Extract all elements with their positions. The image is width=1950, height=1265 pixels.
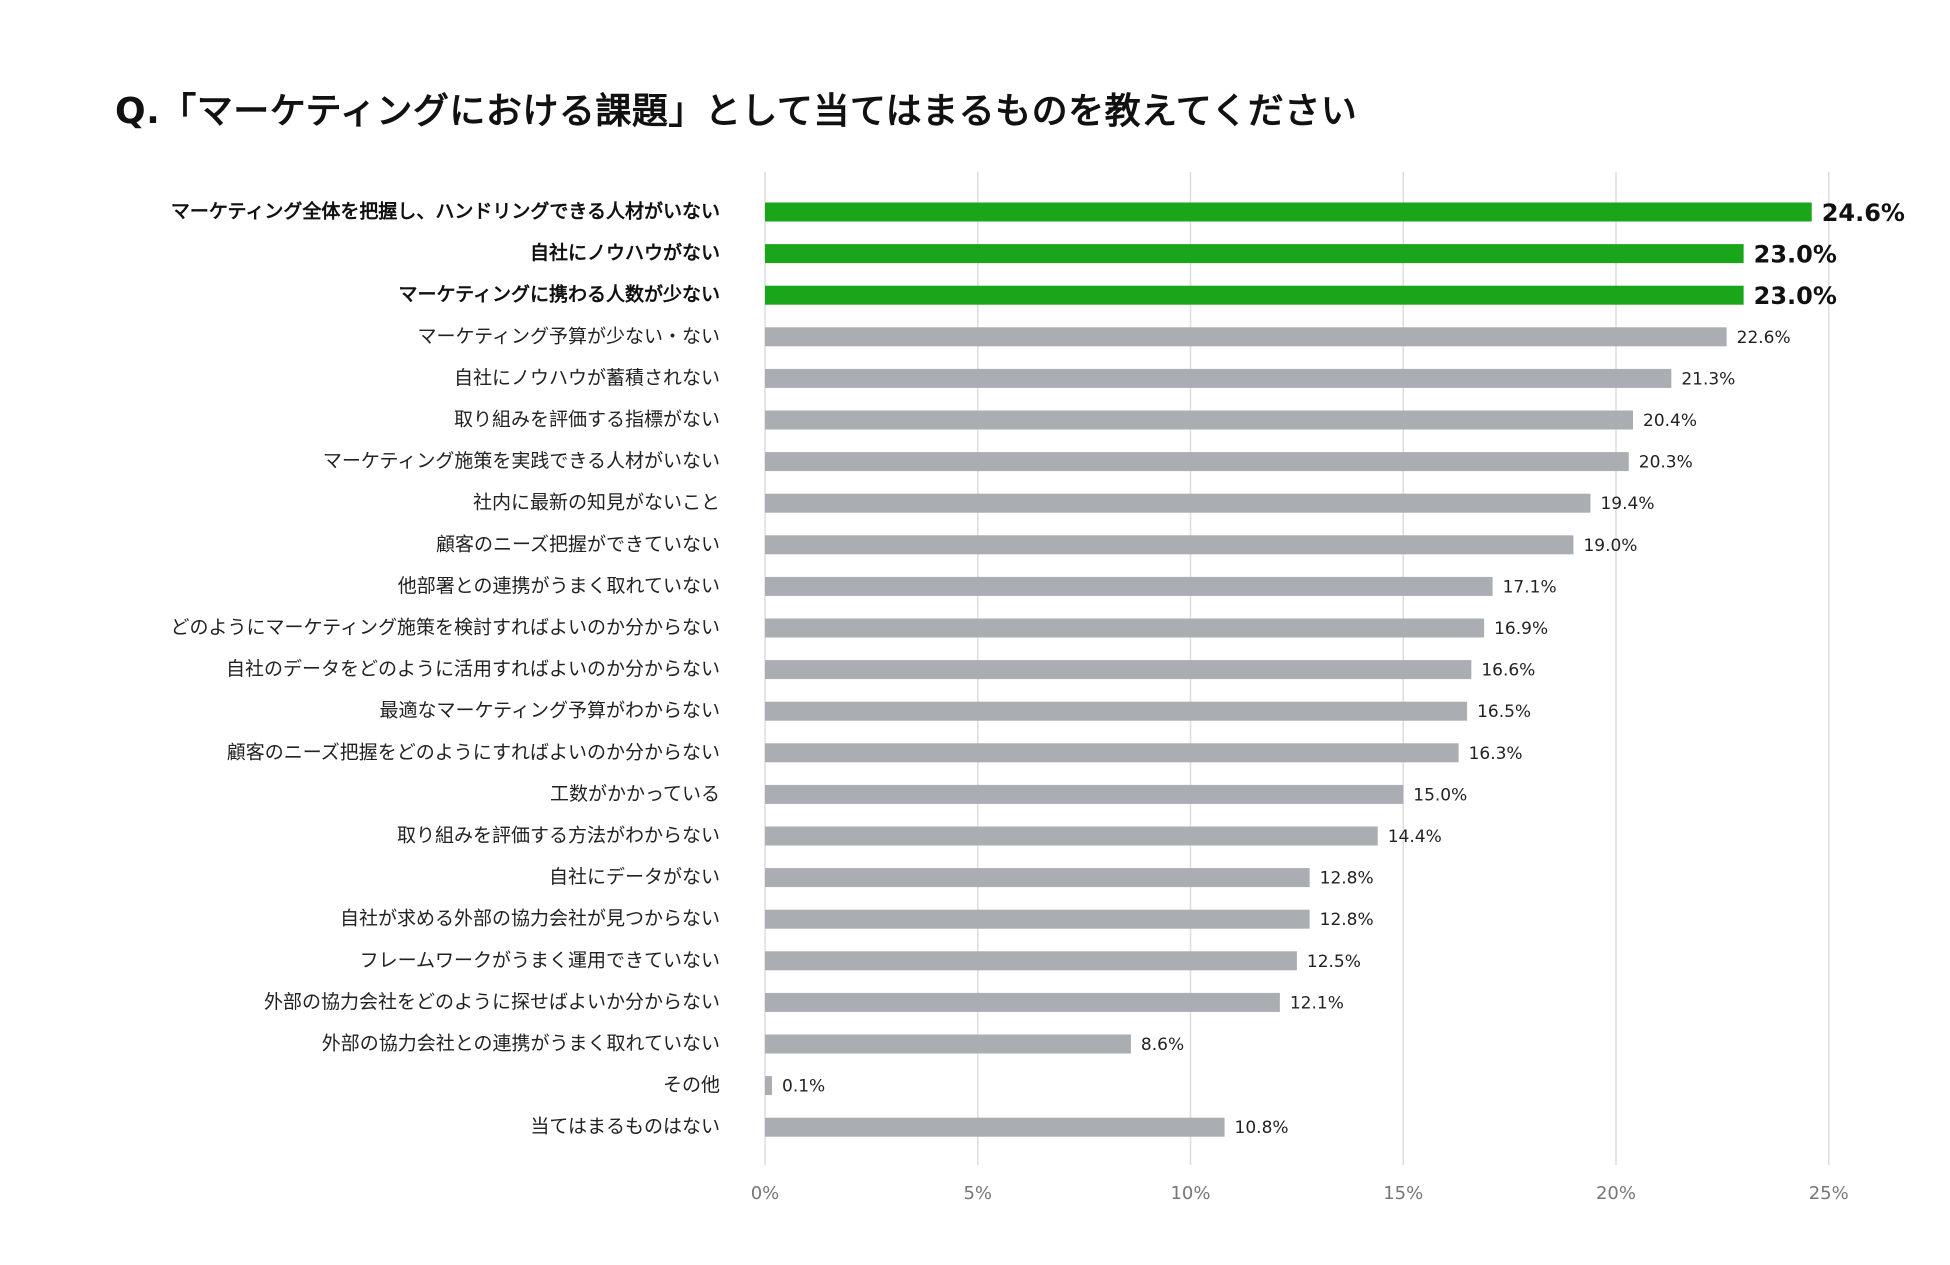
category-label: フレームワークがうまく運用できていない <box>360 949 720 971</box>
category-label: 他部署との連携がうまく取れていない <box>398 575 720 597</box>
value-label: 12.1% <box>1290 993 1344 1013</box>
bar-8 <box>765 535 1574 555</box>
value-label: 24.6% <box>1822 199 1905 227</box>
value-label: 19.0% <box>1583 536 1637 556</box>
category-label: マーケティング施策を実践できる人材がいない <box>323 450 720 472</box>
value-label: 8.6% <box>1141 1035 1184 1055</box>
bar-7 <box>765 493 1591 513</box>
category-label: マーケティング予算が少ない・ない <box>418 325 720 347</box>
bars <box>765 202 1812 1137</box>
category-label: 当てはまるものはない <box>530 1116 720 1138</box>
category-label: その他 <box>663 1074 720 1096</box>
category-label: 外部の協力会社との連携がうまく取れていない <box>322 1033 720 1055</box>
bar-15 <box>765 826 1378 846</box>
category-label: 取り組みを評価する方法がわからない <box>397 825 720 847</box>
value-label: 21.3% <box>1681 369 1735 389</box>
tick-label: 25% <box>1809 1183 1849 1204</box>
bar-13 <box>765 743 1459 763</box>
value-label: 16.6% <box>1481 661 1535 681</box>
bar-4 <box>765 368 1672 388</box>
category-label: マーケティングに携わる人数が少ない <box>399 283 720 306</box>
category-label: 自社にノウハウがない <box>530 241 720 264</box>
value-label: 10.8% <box>1235 1118 1289 1138</box>
tick-label: 10% <box>1170 1183 1210 1204</box>
bar-14 <box>765 784 1404 804</box>
category-labels: マーケティング全体を把握し、ハンドリングできる人材がいない自社にノウハウがないマ… <box>171 200 720 1138</box>
bar-9 <box>765 576 1493 596</box>
category-label: 社内に最新の知見がないこと <box>473 492 720 514</box>
category-label: マーケティング全体を把握し、ハンドリングできる人材がいない <box>171 200 720 223</box>
category-label: 自社が求める外部の協力会社が見つからない <box>340 908 720 930</box>
value-label: 20.3% <box>1639 453 1693 473</box>
bar-2 <box>765 285 1744 305</box>
value-label: 12.8% <box>1320 910 1374 930</box>
tick-label: 5% <box>963 1183 992 1204</box>
chart-title: Q.「マーケティングにおける課題」として当てはまるものを教えてください <box>115 91 1358 132</box>
category-label: 自社にノウハウが蓄積されない <box>454 367 720 389</box>
bar-21 <box>765 1076 772 1096</box>
tick-label: 15% <box>1383 1183 1423 1204</box>
bar-17 <box>765 909 1310 929</box>
value-label: 12.8% <box>1320 869 1374 889</box>
bar-3 <box>765 327 1727 347</box>
category-label: 顧客のニーズ把握ができていない <box>436 533 720 555</box>
value-label: 0.1% <box>782 1077 825 1097</box>
category-label: 外部の協力会社をどのように探せばよいか分からない <box>264 991 720 1013</box>
category-label: 取り組みを評価する指標がない <box>454 409 720 431</box>
bar-10 <box>765 618 1485 638</box>
category-label: 自社にデータがない <box>549 866 720 888</box>
value-label: 12.5% <box>1307 952 1361 972</box>
category-label: 工数がかかっている <box>550 783 720 805</box>
category-label: 自社のデータをどのように活用すればよいのか分からない <box>226 658 720 680</box>
category-label: どのようにマーケティング施策を検討すればよいのか分からない <box>171 617 720 639</box>
bar-20 <box>765 1034 1131 1054</box>
value-labels: 24.6% 23.0% 23.0% 22.6% 21.3% 20.4% 20.3% 19.4%… <box>782 199 1905 1138</box>
bar-22 <box>765 1117 1225 1137</box>
bar-11 <box>765 660 1472 680</box>
tick-label: 20% <box>1596 1183 1636 1204</box>
bar-1 <box>765 244 1744 264</box>
category-label: 最適なマーケティング予算がわからない <box>380 700 720 722</box>
bar-5 <box>765 410 1634 430</box>
x-axis-ticks: 0% 5% 10% 15% 20% 25% <box>751 1183 1849 1204</box>
value-label: 14.4% <box>1388 827 1442 847</box>
bar-16 <box>765 868 1310 888</box>
value-label: 16.5% <box>1477 702 1531 722</box>
value-label: 16.9% <box>1494 619 1548 639</box>
value-label: 23.0% <box>1754 282 1837 310</box>
bar-6 <box>765 452 1629 472</box>
value-label: 17.1% <box>1503 577 1557 597</box>
value-label: 20.4% <box>1643 411 1697 431</box>
value-label: 19.4% <box>1600 494 1654 514</box>
bar-19 <box>765 992 1280 1012</box>
category-label: 顧客のニーズ把握をどのようにすればよいのか分からない <box>227 741 720 763</box>
value-label: 23.0% <box>1754 241 1837 269</box>
bar-18 <box>765 951 1297 971</box>
value-label: 22.6% <box>1737 328 1791 348</box>
bar-12 <box>765 701 1468 721</box>
value-label: 16.3% <box>1469 744 1523 764</box>
tick-label: 0% <box>751 1183 780 1204</box>
value-label: 15.0% <box>1413 785 1467 805</box>
bar-0 <box>765 202 1812 222</box>
